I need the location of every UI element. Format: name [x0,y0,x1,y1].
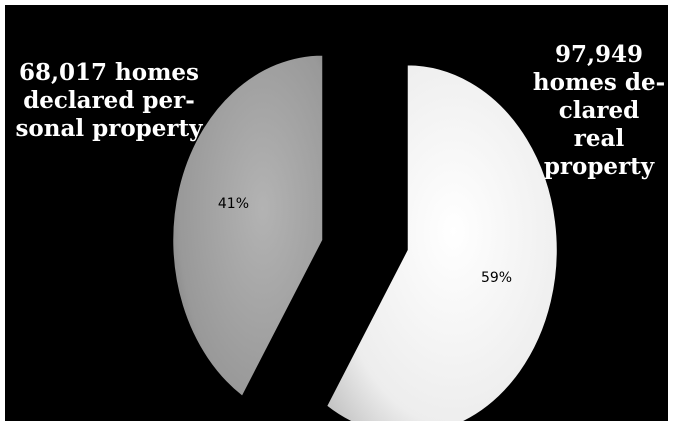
slice-callout-personal-property: 68,017 homes declared per- sonal propert… [15,59,203,142]
pie-slice-personal-property [172,54,324,397]
slice-percent-real-property: 59% [481,270,512,286]
slice-callout-real-property: 97,949 homes de- clared real property [532,41,666,180]
slice-percent-personal-property: 41% [218,196,249,212]
pie-chart: 59% 41% 68,017 homes declared per- sonal … [5,5,668,421]
pie-chart-svg: 59% 41% [172,54,558,421]
pie-slice-real-property [326,64,558,421]
